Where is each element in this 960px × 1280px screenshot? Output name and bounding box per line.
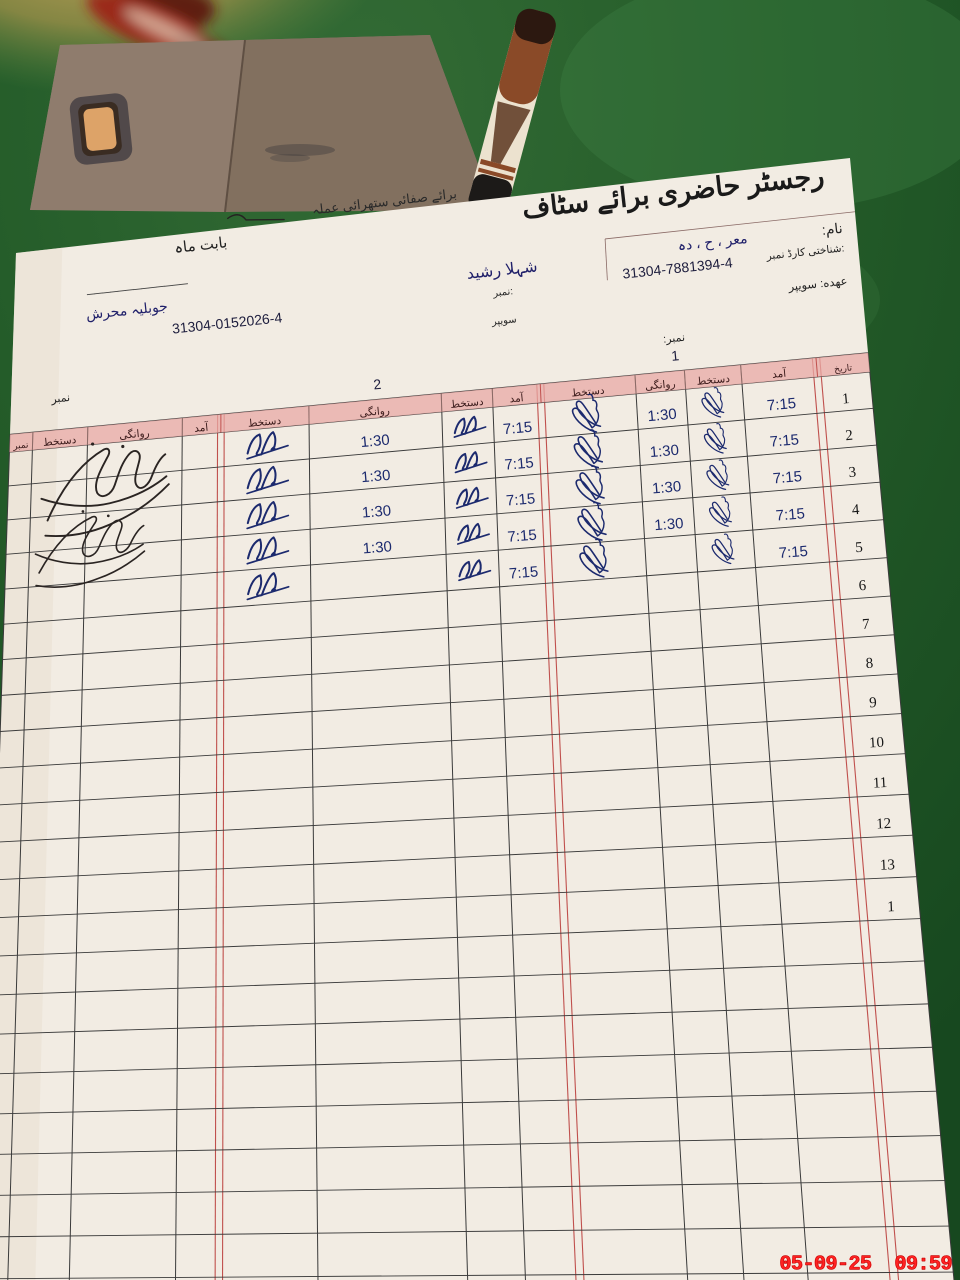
svg-text::نام: :نام xyxy=(821,220,843,239)
svg-text:7:15: 7:15 xyxy=(778,543,808,562)
svg-text:7:15: 7:15 xyxy=(766,395,797,415)
svg-text:نمبر: نمبر xyxy=(50,392,71,406)
svg-text:11: 11 xyxy=(872,775,887,792)
svg-text:3: 3 xyxy=(848,465,857,482)
svg-text:1:30: 1:30 xyxy=(360,432,391,452)
svg-text:1:30: 1:30 xyxy=(361,467,392,486)
svg-text:9: 9 xyxy=(869,695,877,711)
svg-text:8: 8 xyxy=(865,656,874,672)
svg-text:1: 1 xyxy=(841,391,850,408)
svg-text:1:30: 1:30 xyxy=(654,515,684,534)
svg-text:10: 10 xyxy=(869,735,885,752)
svg-text::نمبر: :نمبر xyxy=(663,332,686,346)
svg-text:آمد: آمد xyxy=(509,391,525,405)
svg-text:13: 13 xyxy=(880,857,896,874)
svg-text:1:30: 1:30 xyxy=(651,478,682,497)
svg-text:5: 5 xyxy=(855,540,864,557)
svg-text:2: 2 xyxy=(845,428,854,445)
svg-text:1: 1 xyxy=(887,899,895,915)
svg-text:1:30: 1:30 xyxy=(362,538,392,557)
svg-text:7:15: 7:15 xyxy=(507,527,537,546)
svg-text:1:30: 1:30 xyxy=(649,442,680,461)
svg-text:7:15: 7:15 xyxy=(505,490,536,509)
svg-text:7:15: 7:15 xyxy=(504,454,535,473)
svg-text:7:15: 7:15 xyxy=(769,431,800,450)
svg-text:7:15: 7:15 xyxy=(502,419,533,439)
svg-text:1:30: 1:30 xyxy=(361,502,392,521)
svg-text:7:15: 7:15 xyxy=(508,563,538,582)
svg-text:1:30: 1:30 xyxy=(647,406,678,426)
svg-text:12: 12 xyxy=(876,816,892,833)
svg-text:7:15: 7:15 xyxy=(772,468,803,487)
svg-text:آمد: آمد xyxy=(771,367,787,381)
svg-text:نمبر:: نمبر: xyxy=(492,286,514,299)
svg-text:7:15: 7:15 xyxy=(775,505,805,524)
svg-text:آمد: آمد xyxy=(194,421,210,435)
